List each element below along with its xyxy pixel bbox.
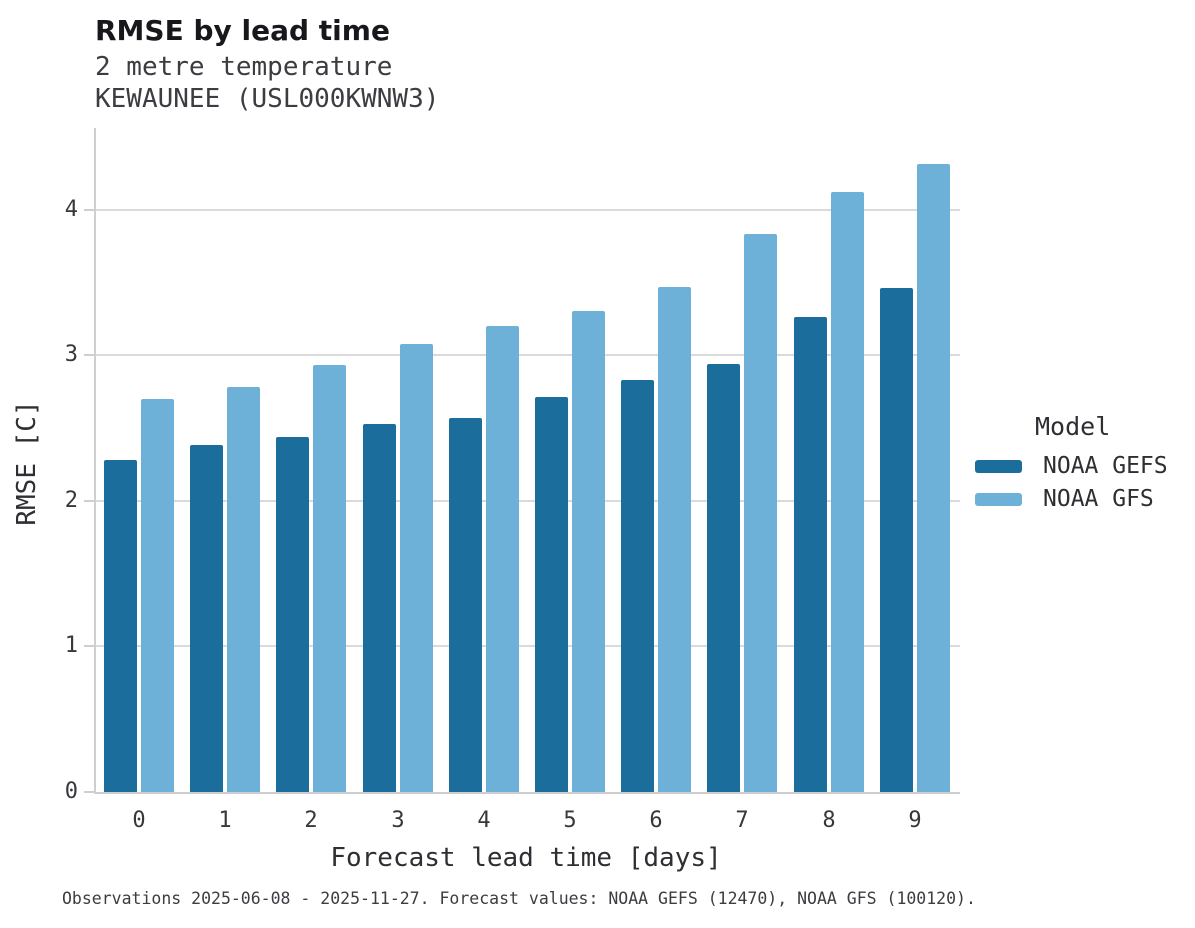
y-tick-label-4: 4 [64, 197, 78, 222]
bar-noaa-gfs-day-7 [744, 234, 777, 792]
y-tick-label-2: 2 [64, 488, 78, 513]
bar-noaa-gefs-day-5 [535, 397, 568, 792]
x-tick-label-7: 7 [735, 808, 749, 833]
y-tick-mark-4 [84, 209, 94, 211]
gridline-y-2 [96, 500, 960, 502]
legend-title: Model [1035, 412, 1111, 441]
legend: Model NOAA GEFS NOAA GFS [975, 412, 1190, 521]
x-axis-label: Forecast lead time [days] [330, 843, 722, 873]
y-tick-mark-2 [84, 500, 94, 502]
chart-subtitle-line-1: 2 metre temperature [95, 52, 393, 82]
legend-label-noaa-gefs: NOAA GEFS [1043, 453, 1168, 479]
x-tick-label-1: 1 [218, 808, 232, 833]
x-tick-label-2: 2 [304, 808, 318, 833]
bar-noaa-gefs-day-0 [104, 460, 137, 792]
bar-noaa-gefs-day-8 [794, 317, 827, 792]
gridline-y-4 [96, 209, 960, 211]
y-tick-label-0: 0 [64, 779, 78, 804]
chart-subtitle-line-2: KEWAUNEE (USL000KWNW3) [95, 84, 440, 114]
legend-swatch-noaa-gfs [975, 492, 1022, 506]
legend-entry-noaa-gfs: NOAA GFS [975, 486, 1190, 512]
bar-noaa-gfs-day-6 [658, 287, 691, 792]
bar-noaa-gfs-day-9 [917, 164, 950, 792]
y-tick-label-3: 3 [64, 342, 78, 367]
gridline-y-1 [96, 645, 960, 647]
bar-noaa-gfs-day-0 [141, 399, 174, 792]
chart-subtitle: 2 metre temperature KEWAUNEE (USL000KWNW3… [95, 51, 439, 115]
gridline-y-3 [96, 354, 960, 356]
plot-area: 0 1 2 3 4 0 1 2 3 4 5 6 7 8 9 [65, 128, 960, 833]
figure-caption: Observations 2025-06-08 - 2025-11-27. Fo… [62, 889, 976, 908]
y-axis-label: RMSE [C] [12, 400, 42, 526]
bar-noaa-gfs-day-1 [227, 387, 260, 792]
bar-noaa-gefs-day-6 [621, 380, 654, 792]
chart-title: RMSE by lead time [95, 14, 390, 47]
x-tick-label-0: 0 [132, 808, 146, 833]
x-tick-label-4: 4 [477, 808, 491, 833]
bar-noaa-gefs-day-9 [880, 288, 913, 792]
legend-entry-noaa-gefs: NOAA GEFS [975, 453, 1190, 479]
bar-noaa-gfs-day-4 [486, 326, 519, 792]
bar-noaa-gefs-day-4 [449, 418, 482, 792]
y-tick-mark-0 [84, 791, 94, 793]
x-tick-label-6: 6 [649, 808, 663, 833]
x-tick-label-8: 8 [822, 808, 836, 833]
x-tick-label-3: 3 [391, 808, 405, 833]
y-tick-label-1: 1 [64, 633, 78, 658]
bar-noaa-gefs-day-1 [190, 445, 223, 792]
bar-noaa-gfs-day-5 [572, 311, 605, 792]
legend-label-noaa-gfs: NOAA GFS [1043, 486, 1154, 512]
bar-noaa-gfs-day-2 [313, 365, 346, 792]
bar-noaa-gfs-day-3 [400, 344, 433, 792]
bar-noaa-gfs-day-8 [831, 192, 864, 792]
y-tick-mark-1 [84, 645, 94, 647]
x-tick-label-9: 9 [908, 808, 922, 833]
bar-noaa-gefs-day-7 [707, 364, 740, 792]
x-tick-label-5: 5 [563, 808, 577, 833]
legend-swatch-noaa-gefs [975, 459, 1022, 473]
y-tick-mark-3 [84, 354, 94, 356]
bar-noaa-gefs-day-3 [363, 424, 396, 792]
bar-noaa-gefs-day-2 [276, 437, 309, 792]
